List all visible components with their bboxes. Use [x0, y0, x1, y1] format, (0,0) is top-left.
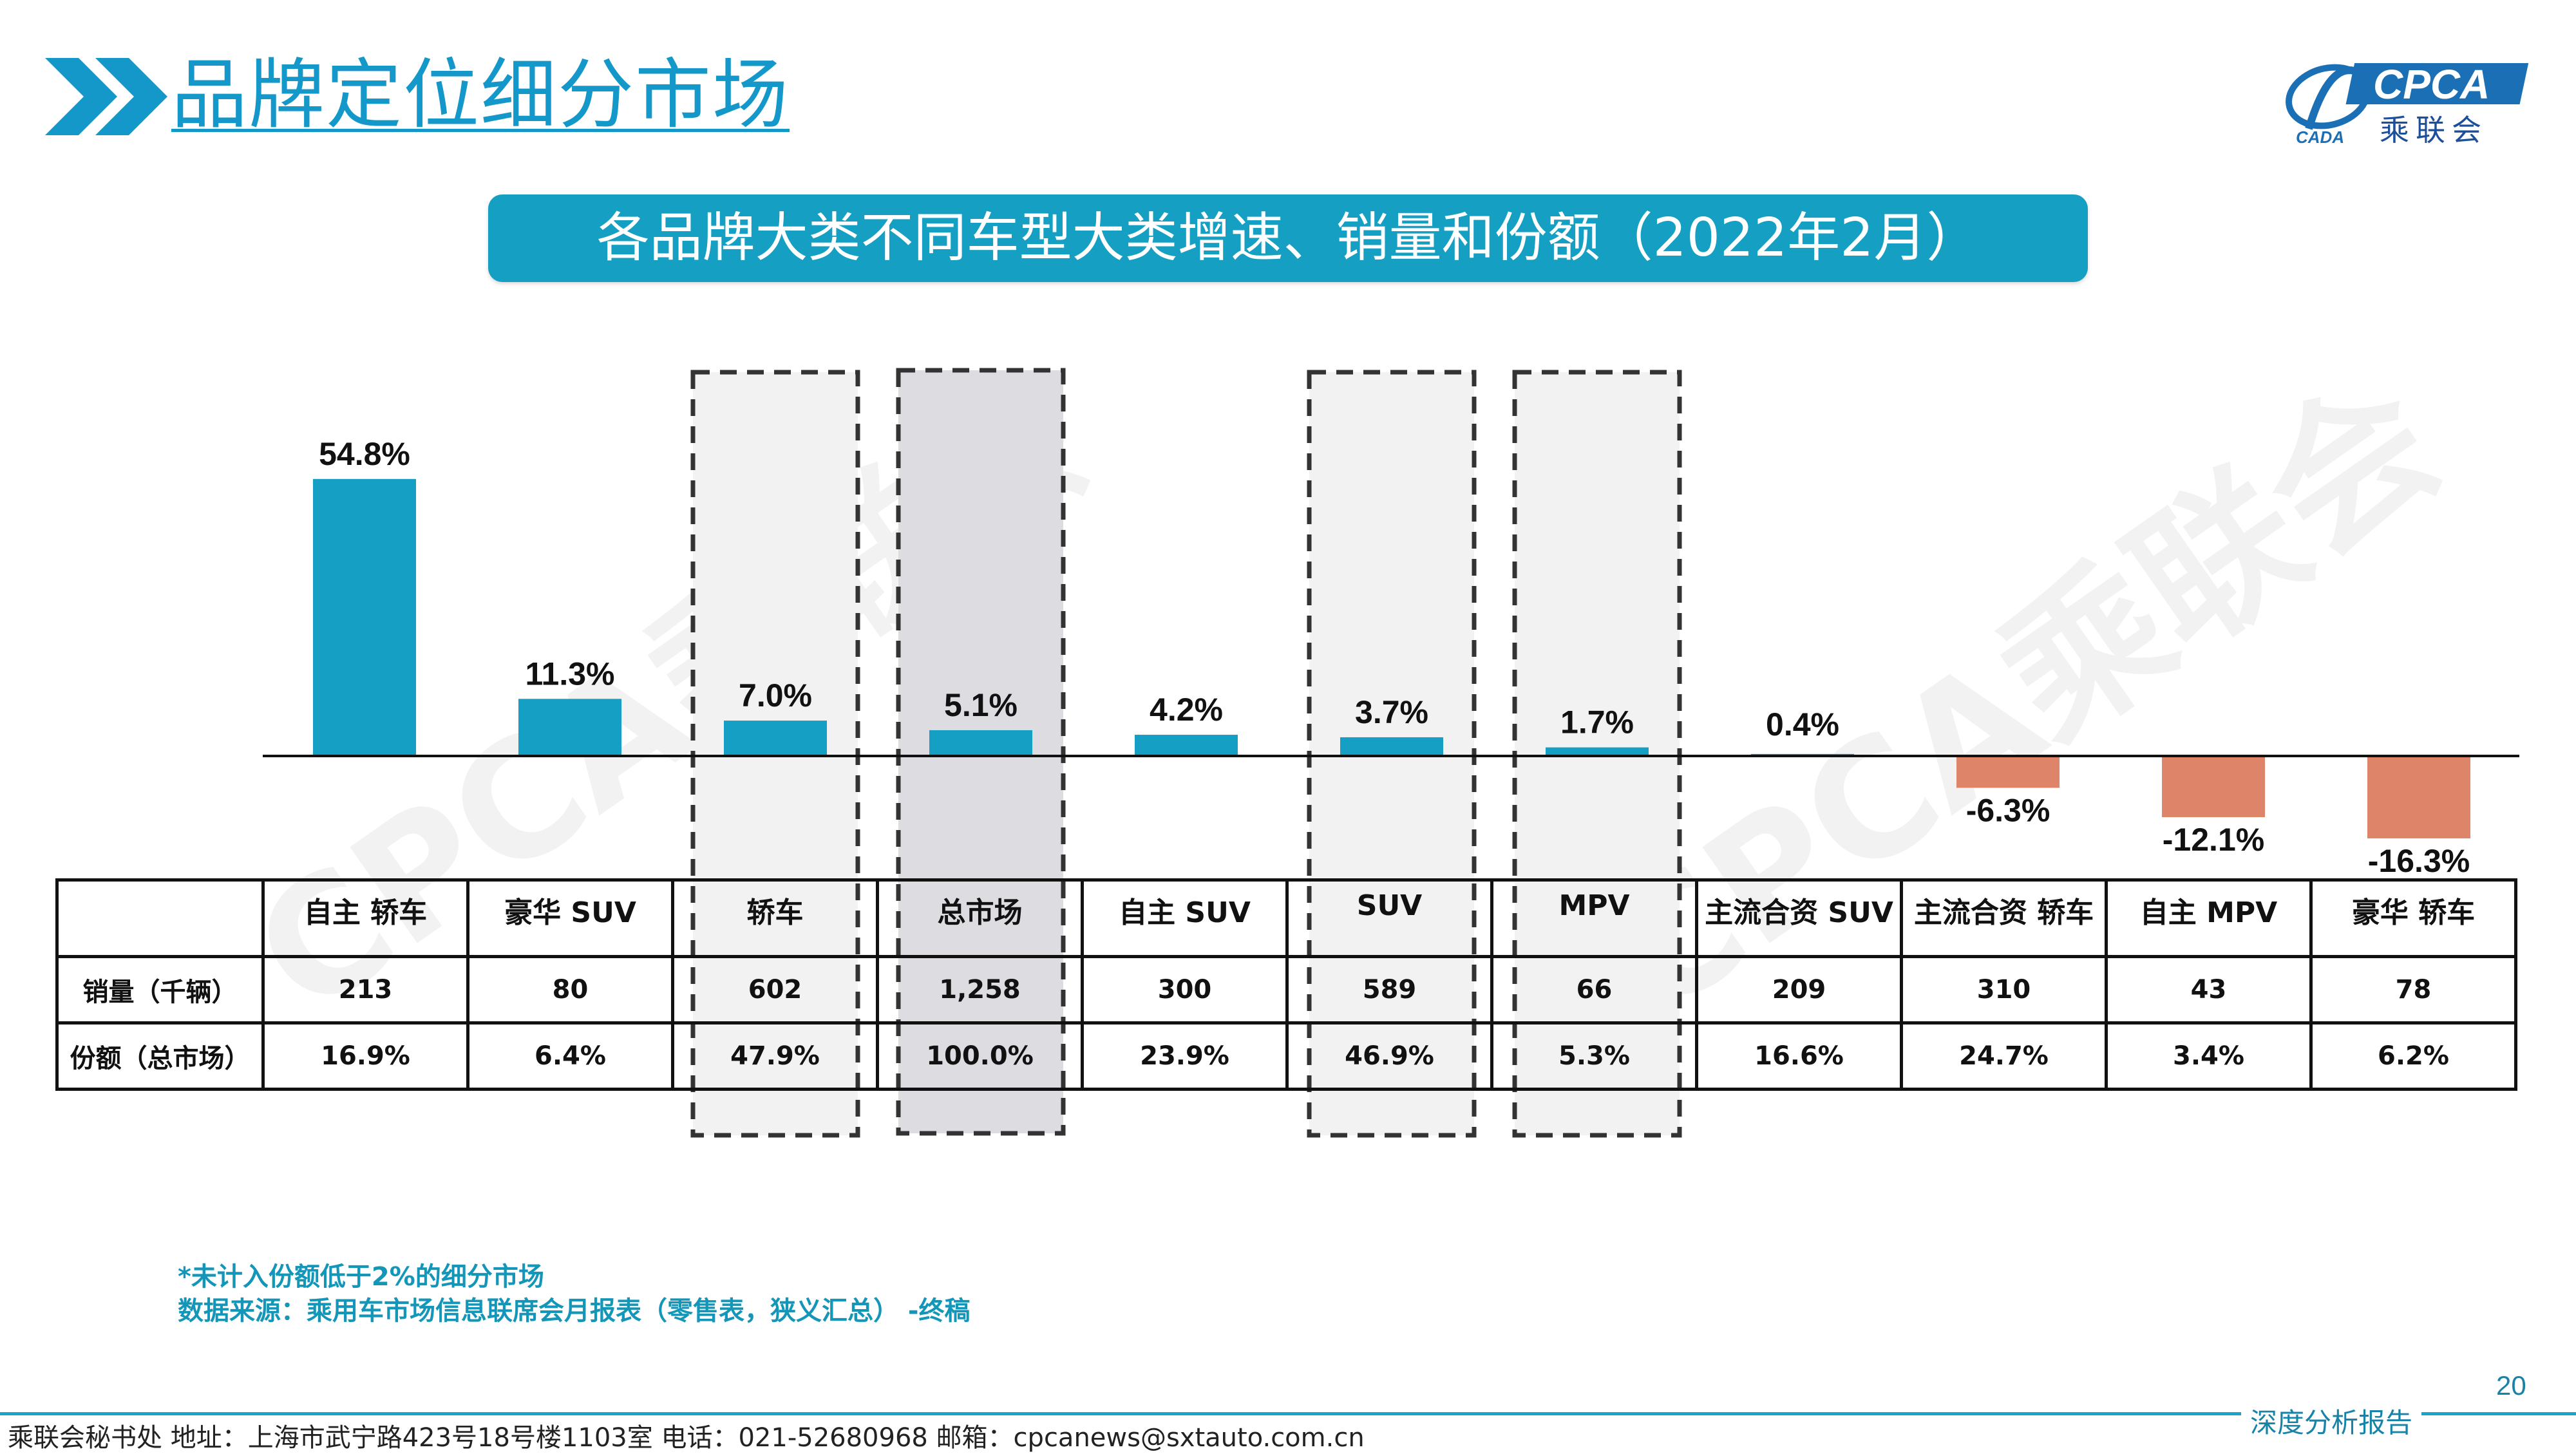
data-label: 3.7%	[1355, 694, 1428, 730]
sales-cell: 209	[1695, 955, 1903, 1024]
sales-cell: 589	[1285, 955, 1493, 1024]
column-header: 自主 轿车	[261, 878, 469, 958]
bar	[929, 730, 1032, 756]
share-cell: 47.9%	[671, 1021, 879, 1091]
data-label: 7.0%	[739, 677, 812, 713]
column-header: 自主 SUV	[1081, 878, 1289, 958]
share-cell: 16.6%	[1695, 1021, 1903, 1091]
sales-cell: 1,258	[876, 955, 1084, 1024]
title-chevron-icon	[45, 58, 167, 135]
logo-text: CPCA	[2373, 61, 2490, 108]
column-header: 豪华 SUV	[466, 878, 674, 958]
logo-sub: CADA	[2296, 127, 2344, 147]
chart-title-banner: 各品牌大类不同车型大类增速、销量和份额（2022年2月）	[488, 194, 2088, 282]
sales-cell: 310	[1900, 955, 2108, 1024]
column-header: 自主 MPV	[2105, 878, 2313, 958]
sales-cell: 602	[671, 955, 879, 1024]
share-cell: 3.4%	[2105, 1021, 2313, 1091]
column-header: SUV	[1285, 878, 1493, 958]
column-header: 总市场	[876, 878, 1084, 958]
table-row: 销量（千辆） 213 80 602 1,258 300 589 66 209 310 43 78	[55, 955, 2517, 1024]
sales-cell: 213	[261, 955, 469, 1024]
footnote: *未计入份额低于2%的细分市场	[178, 1262, 544, 1292]
column-header: 主流合资 轿车	[1900, 878, 2108, 958]
footer-report-label: 深度分析报告	[2241, 1401, 2422, 1440]
sales-cell: 300	[1081, 955, 1289, 1024]
data-label: 11.3%	[525, 656, 614, 692]
page-title: 品牌定位细分市场	[171, 50, 790, 139]
data-label: -12.1%	[2163, 822, 2264, 858]
sales-cell: 66	[1490, 955, 1698, 1024]
cpca-logo: CPCA 乘联会 CADA	[2283, 52, 2534, 148]
sales-cell: 80	[466, 955, 674, 1024]
data-label: 4.2%	[1150, 692, 1223, 728]
share-cell: 5.3%	[1490, 1021, 1698, 1091]
data-table: 自主 轿车 豪华 SUV 轿车 总市场 自主 SUV SUV MPV 主流合资 SUV 主流合资…	[55, 878, 2517, 1091]
bar	[1546, 747, 1649, 756]
data-label: 1.7%	[1560, 704, 1634, 741]
share-cell: 16.9%	[261, 1021, 469, 1091]
column-header: 豪华 轿车	[2309, 878, 2517, 958]
logo-cn: 乘联会	[2380, 113, 2488, 147]
share-cell: 100.0%	[876, 1021, 1084, 1091]
data-label: 0.4%	[1766, 706, 1839, 742]
data-source-note: 数据来源：乘用车市场信息联席会月报表（零售表，狭义汇总） -终稿	[178, 1296, 971, 1326]
bar	[1340, 737, 1443, 756]
header-empty-cell	[55, 878, 265, 958]
footer-divider	[0, 1412, 2576, 1415]
bar	[518, 699, 621, 756]
bar	[1135, 735, 1238, 756]
data-label: 54.8%	[319, 436, 410, 472]
share-cell: 46.9%	[1285, 1021, 1493, 1091]
data-label: -16.3%	[2368, 843, 2470, 879]
bar	[1956, 756, 2060, 788]
column-header: 轿车	[671, 878, 879, 958]
row-label-sales: 销量（千辆）	[55, 955, 265, 1024]
bar	[2162, 756, 2265, 817]
bar	[2367, 756, 2470, 838]
page-number: 20	[2496, 1370, 2526, 1401]
row-label-share: 份额（总市场）	[55, 1021, 265, 1091]
column-header: MPV	[1490, 878, 1698, 958]
sales-cell: 43	[2105, 955, 2313, 1024]
table-header-row: 自主 轿车 豪华 SUV 轿车 总市场 自主 SUV SUV MPV 主流合资 SUV 主流合资…	[55, 878, 2517, 958]
bar	[724, 721, 827, 756]
share-cell: 6.2%	[2309, 1021, 2517, 1091]
table-row: 份额（总市场） 16.9% 6.4% 47.9% 100.0% 23.9% 46.9% 5.…	[55, 1021, 2517, 1091]
share-cell: 6.4%	[466, 1021, 674, 1091]
data-label: 5.1%	[944, 687, 1018, 723]
data-label: -6.3%	[1966, 792, 2050, 828]
share-cell: 23.9%	[1081, 1021, 1289, 1091]
column-header: 主流合资 SUV	[1695, 878, 1903, 958]
bar	[313, 478, 416, 756]
sales-cell: 78	[2309, 955, 2517, 1024]
footer-contact: 乘联会秘书处 地址：上海市武宁路423号18号楼1103室 电话：021-526…	[8, 1423, 1365, 1453]
share-cell: 24.7%	[1900, 1021, 2108, 1091]
